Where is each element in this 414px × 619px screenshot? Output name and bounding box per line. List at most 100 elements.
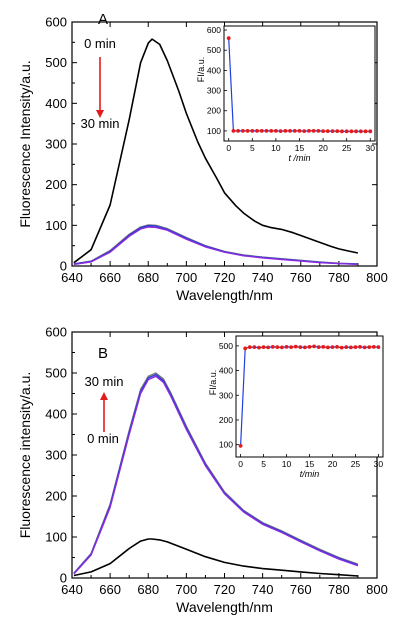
inset-x-tick-label: 10 [282, 459, 292, 469]
x-tick-label: 700 [176, 270, 198, 285]
inset-data-point [358, 129, 363, 134]
x-tick-label: 800 [366, 582, 388, 597]
inset-x-tick-label: 15 [305, 459, 315, 469]
y-tick-label: 200 [45, 177, 67, 192]
x-tick-label: 800 [366, 270, 388, 285]
inset-data-point [330, 345, 335, 350]
inset-data-point [354, 129, 359, 134]
x-axis-label: Wavelength/nm [176, 287, 273, 303]
inset-data-point [371, 344, 376, 349]
inset-y-tick-label: 500 [219, 341, 233, 351]
inset-data-point [330, 129, 335, 134]
inset-x-tick-label: 0 [238, 459, 243, 469]
y-tick-label: 100 [45, 530, 67, 545]
inset-data-point [358, 344, 362, 349]
inset-data-point [240, 129, 245, 133]
inset-data-point [292, 129, 297, 133]
inset-data-point [363, 129, 368, 134]
inset-data-point [335, 129, 340, 134]
inset-frame [235, 335, 384, 458]
inset-data-point [264, 129, 269, 133]
inset-data-point [340, 129, 344, 134]
chart-panel-b: 640 660 680 700 720 740 760 780 8000100200300400… [17, 325, 388, 616]
panel-label: B [98, 345, 108, 362]
time-annotation-bottom: 0 min [87, 431, 119, 446]
x-tick-label: 780 [328, 582, 350, 597]
inset-x-tick-label: 20 [328, 459, 338, 469]
y-tick-label: 500 [45, 55, 67, 70]
inset-data-point [255, 129, 259, 133]
inset-x-tick-label: 10 [271, 143, 281, 153]
inset-chart: 0 5 10 15 20 25 30 100 200 300 400 500 600 t /min FI/a… [196, 25, 376, 163]
y-tick-label: 600 [45, 15, 67, 30]
x-tick-label: 660 [99, 582, 121, 597]
y-tick-label: 0 [60, 259, 67, 274]
inset-data-point [311, 129, 316, 133]
chart-panels: 640 660 680 700 720 740 760 780 8000100200300400… [17, 11, 388, 615]
y-tick-label: 100 [45, 218, 67, 233]
inset-data-point [293, 344, 298, 349]
inset-x-tick-label: 25 [342, 143, 352, 153]
inset-data-point [261, 345, 266, 350]
inset-y-tick-label: 600 [207, 25, 221, 35]
inset-y-tick-label: 200 [219, 415, 233, 425]
inset-x-tick-label: 15 [295, 143, 305, 153]
inset-data-point [269, 129, 274, 133]
x-tick-label: 680 [137, 582, 159, 597]
inset-data-point [348, 345, 353, 350]
inset-data-point [368, 129, 373, 134]
inset-y-tick-label: 300 [219, 390, 233, 400]
x-tick-label: 640 [61, 582, 83, 597]
inset-data-point [238, 443, 243, 448]
inset-data-point [321, 129, 325, 134]
inset-x-tick-label: 30 [366, 143, 376, 153]
x-tick-label: 740 [252, 582, 274, 597]
inset-data-point [325, 345, 330, 350]
inset-data-point [247, 345, 252, 350]
y-tick-label: 200 [45, 489, 67, 504]
x-tick-label: 660 [99, 270, 121, 285]
y-tick-label: 300 [45, 448, 67, 463]
inset-x-tick-label: 5 [250, 143, 255, 153]
inset-data-point [245, 129, 250, 133]
time-annotation-top: 0 min [84, 36, 116, 51]
inset-data-point [274, 129, 278, 133]
panel-label: A [98, 11, 108, 28]
y-tick-label: 400 [45, 407, 67, 422]
inset-y-tick-label: 400 [219, 366, 233, 376]
inset-y-tick-label: 400 [207, 65, 221, 75]
inset-data-point [280, 345, 284, 350]
inset-data-point [302, 129, 307, 134]
inset-x-tick-label: 25 [351, 459, 361, 469]
x-tick-label: 780 [328, 270, 350, 285]
inset-data-point [339, 345, 344, 350]
x-tick-label: 720 [214, 270, 236, 285]
inset-data-point [226, 36, 231, 41]
inset-data-point [236, 129, 241, 133]
inset-data-point [303, 345, 307, 350]
x-tick-label: 760 [290, 270, 312, 285]
inset-data-point [312, 344, 316, 349]
time-annotation-bottom: 30 min [80, 116, 119, 131]
inset-data-point [284, 344, 289, 349]
x-axis-label: Wavelength/nm [176, 599, 273, 615]
x-tick-label: 720 [214, 582, 236, 597]
y-tick-label: 400 [45, 96, 67, 111]
inset-data-point [231, 129, 236, 133]
inset-y-axis-label: FI/a.u. [208, 370, 218, 396]
x-tick-label: 740 [252, 270, 274, 285]
y-axis-label: Fluorescence Intensity/a.u. [17, 60, 33, 227]
inset-x-tick-label: 5 [261, 459, 266, 469]
x-tick-label: 680 [137, 270, 159, 285]
inset-chart: 0 5 10 15 20 25 30 100 200 300 400 500 t/min FI/a.u. [208, 335, 384, 479]
x-tick-label: 700 [176, 582, 198, 597]
inset-data-point [344, 129, 349, 134]
series-line-black [73, 38, 359, 264]
inset-data-point [283, 129, 288, 133]
inset-data-point [349, 129, 354, 134]
inset-x-tick-label: 0 [226, 143, 231, 153]
x-tick-label: 640 [61, 270, 83, 285]
inset-data-point [344, 345, 349, 350]
y-tick-label: 0 [60, 571, 67, 586]
